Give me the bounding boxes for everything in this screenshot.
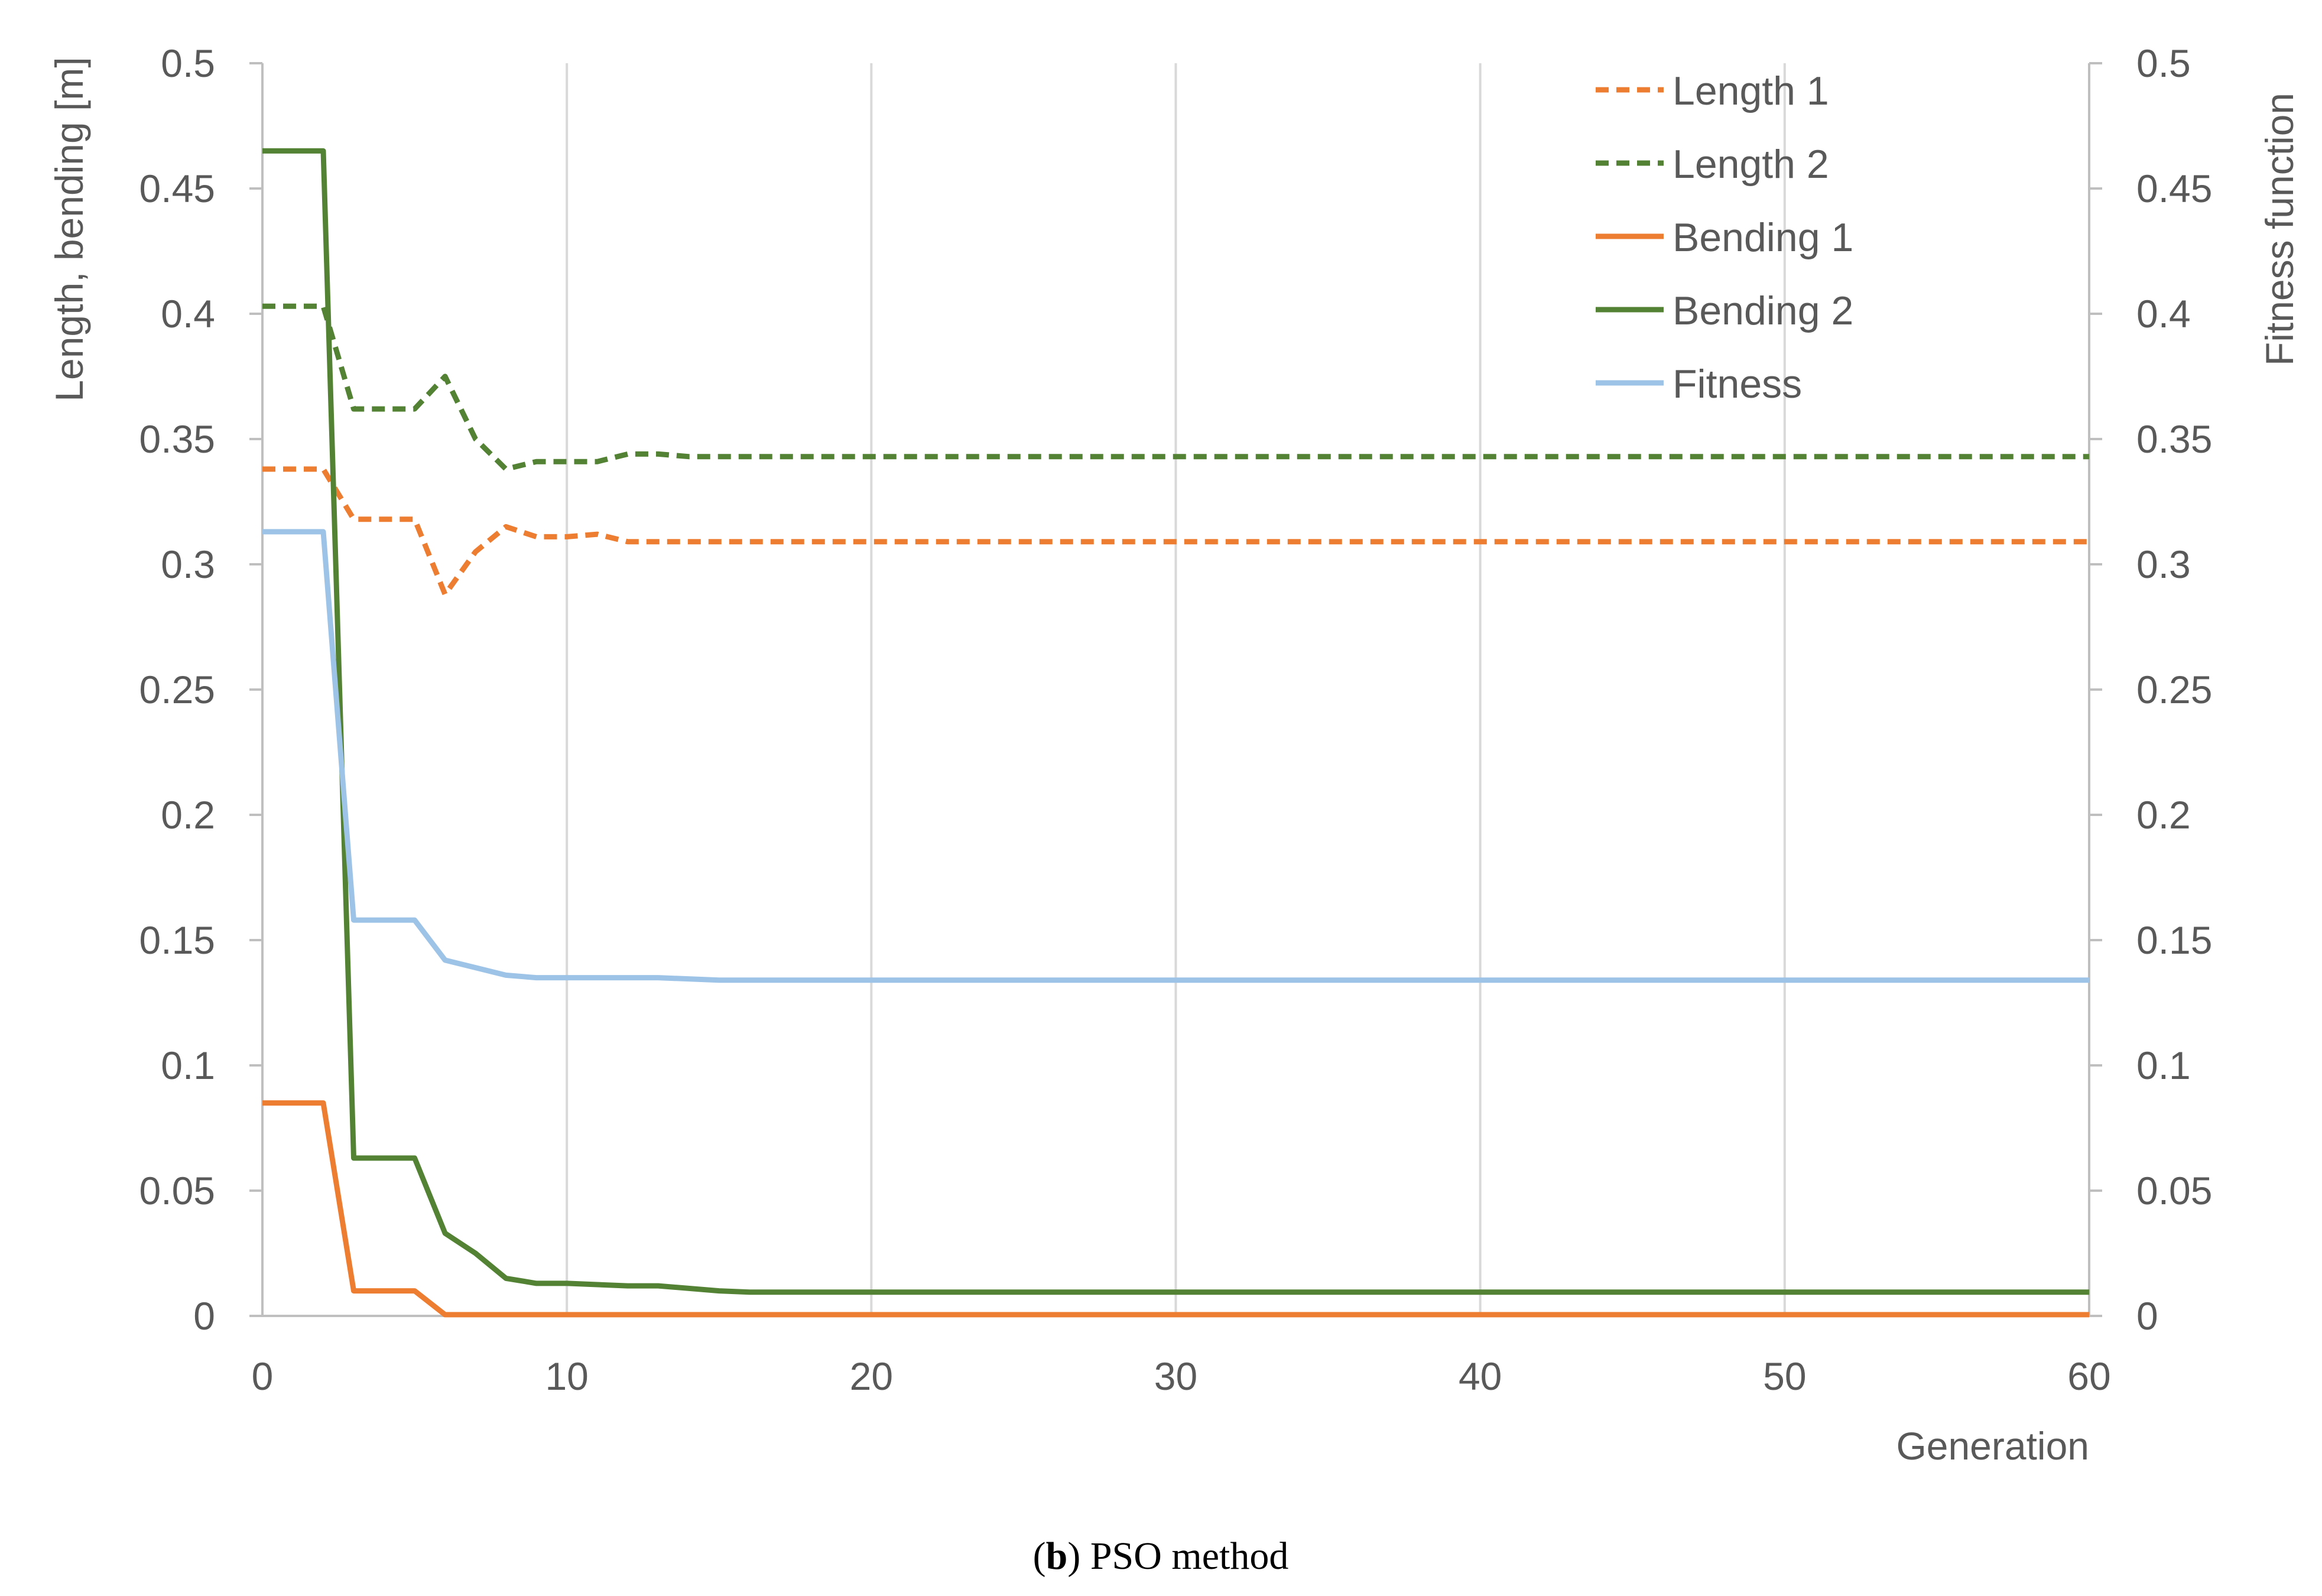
caption-close-paren: ) [1067,1535,1080,1578]
y-tick-label-right: 0.5 [2136,41,2191,85]
x-tick-label: 30 [1154,1354,1197,1398]
legend-label-bending-2: Bending 2 [1673,288,1853,333]
y-tick-label-left: 0.35 [139,417,215,461]
y-tick-label-left: 0.3 [161,542,215,586]
legend: Length 1 Length 2 Bending 1 Bending 2 Fitnes… [1596,69,1853,407]
y-tick-label-right: 0.1 [2136,1044,2191,1087]
caption-open-paren: ( [1033,1535,1046,1578]
y-tick-label-right: 0.35 [2136,417,2212,461]
y-tick-label-right: 0 [2136,1294,2158,1338]
y-tick-label-left: 0.05 [139,1169,215,1213]
y-tick-label-left: 0.4 [161,292,215,336]
legend-label-fitness: Fitness [1673,362,1802,407]
x-tick-label: 10 [545,1354,588,1398]
y-tick-label-right: 0.2 [2136,793,2191,837]
y-tick-label-right: 0.3 [2136,542,2191,586]
x-tick-label: 50 [1763,1354,1806,1398]
x-tick-label: 40 [1459,1354,1502,1398]
series-line-bending-2 [262,148,2089,1295]
caption-letter: b [1046,1535,1068,1578]
x-axis-title: Generation [1896,1424,2089,1468]
series-line-length-2 [262,303,2089,472]
y-tick-label-left: 0.2 [161,793,215,837]
series-line-bending-1 [262,1100,2089,1318]
legend-label-length-2: Length 2 [1673,142,1829,187]
series-line-length-1 [262,466,2089,597]
y-tick-label-left: 0.25 [139,668,215,711]
y-tick-label-left: 0.15 [139,918,215,962]
y-tick-label-right: 0.05 [2136,1169,2212,1213]
legend-label-bending-1: Bending 1 [1673,215,1853,260]
gridlines [566,63,2090,1316]
y-axis-title-right: Fitness function [2258,93,2301,366]
x-tick-label: 20 [850,1354,893,1398]
series-line-fitness [262,529,2089,983]
y-tick-label-right: 0.25 [2136,668,2212,711]
y-tick-label-right: 0.4 [2136,292,2191,336]
y-tick-label-left: 0.1 [161,1044,215,1087]
y-tick-label-left: 0.5 [161,41,215,85]
y-tick-label-right: 0.15 [2136,918,2212,962]
y-axis-title-left: Length, bending [m] [47,57,91,401]
y-tick-label-right: 0.45 [2136,167,2212,210]
caption-text: PSO method [1080,1535,1288,1578]
figure-caption: (b) PSO method [1033,1535,1289,1578]
x-tick-label: 0 [252,1354,274,1398]
legend-label-length-1: Length 1 [1673,69,1829,113]
y-tick-label-left: 0.45 [139,167,215,210]
x-tick-label: 60 [2067,1354,2110,1398]
tick-labels: 0 00.05 0.050.1 0.10.15 0.150.2 0.20.25 0.250.… [139,41,2213,1398]
y-tick-label-left: 0 [193,1294,215,1338]
series-lines [262,148,2089,1318]
